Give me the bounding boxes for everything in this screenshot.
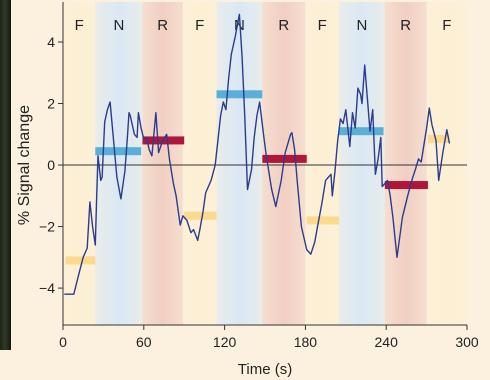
x-axis-label: Time (s) <box>238 361 292 378</box>
x-tick-label-240: 240 <box>375 334 399 350</box>
mean-bar-4-F <box>184 211 217 220</box>
block-label-3: R <box>157 17 168 34</box>
y-tick-label-4: 4 <box>47 34 55 50</box>
axes: 0 60 120 180 240 300 −4 −2 0 2 4 <box>39 2 479 350</box>
band-1-F <box>63 2 96 325</box>
x-tick-label-300: 300 <box>455 334 479 350</box>
band-3-R <box>142 2 183 325</box>
mean-bar-5-N <box>216 90 263 99</box>
mean-bar-1-F <box>65 256 96 265</box>
mean-bar-7-F <box>306 216 340 225</box>
block-label-6: R <box>278 17 289 34</box>
band-10-F <box>426 2 467 325</box>
x-tick-label-60: 60 <box>136 334 152 350</box>
y-tick-label--4: −4 <box>39 280 55 296</box>
y-tick-label-0: 0 <box>47 157 55 173</box>
background-photo-strip <box>0 0 11 350</box>
band-7-F <box>305 2 340 325</box>
block-label-4: F <box>195 17 204 34</box>
block-label-7: F <box>318 17 327 34</box>
block-label-2: N <box>113 17 124 34</box>
signal-line <box>64 13 451 295</box>
band-9-R <box>384 2 427 325</box>
y-tick-label-2: 2 <box>47 96 55 112</box>
block-label-1: F <box>75 17 84 34</box>
y-axis-label: % Signal change <box>16 105 33 225</box>
mean-bar-9-R <box>384 181 428 190</box>
band-5-N <box>216 2 263 325</box>
y-tick-label--2: −2 <box>39 219 55 235</box>
block-label-10: F <box>442 17 451 34</box>
mean-bar-10-F <box>427 134 450 143</box>
block-label-9: R <box>400 17 411 34</box>
x-tick-label-0: 0 <box>59 334 67 350</box>
mean-bar-2-N <box>95 147 142 156</box>
x-tick-label-180: 180 <box>294 334 318 350</box>
mean-bar-8-N <box>339 127 384 136</box>
x-tick-label-120: 120 <box>213 334 237 350</box>
block-label-8: N <box>357 17 368 34</box>
condition-bands <box>63 2 467 325</box>
band-4-F <box>182 2 217 325</box>
